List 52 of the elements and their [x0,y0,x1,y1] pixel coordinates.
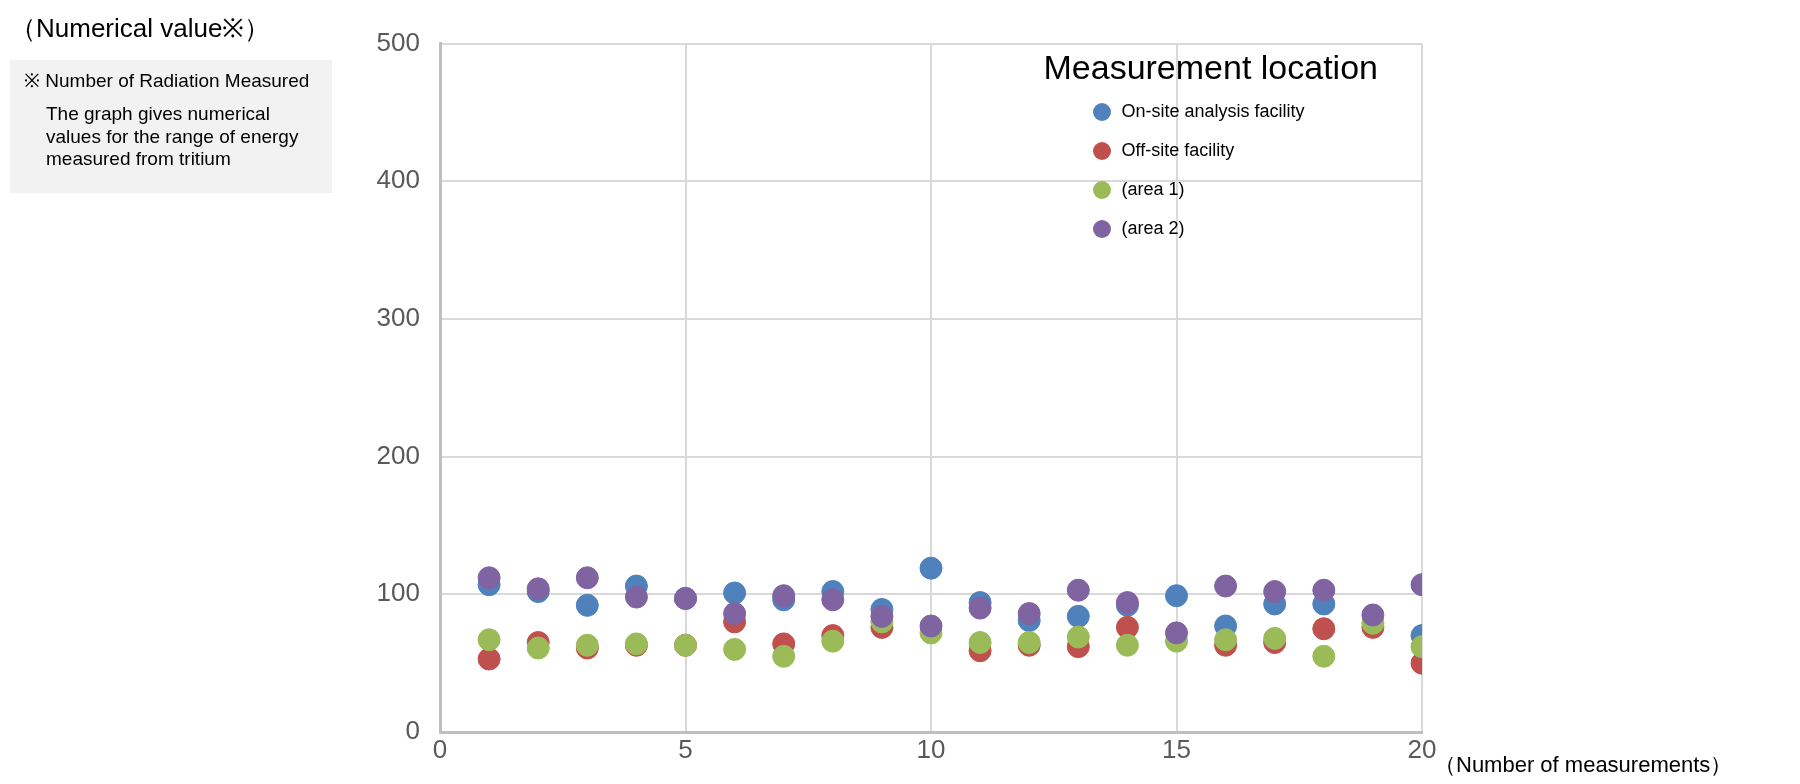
point [1263,626,1287,650]
point [1361,603,1385,627]
point [870,604,894,628]
point [723,602,747,626]
legend-label: (area 1) [1121,179,1185,200]
y-tick-label: 100 [376,577,420,608]
point [1214,574,1238,598]
x-tick-label: 20 [1407,733,1437,764]
point [1165,621,1188,645]
point [477,566,501,590]
point [723,581,747,605]
legend-label: Off-site facility [1121,140,1235,161]
y-tick-label: 300 [376,302,420,333]
point [1066,625,1090,649]
point [1312,617,1336,641]
point [968,596,992,620]
point [624,585,648,609]
legend-title: Measurement location [1043,48,1378,87]
y-tick-label: 400 [376,164,420,195]
y-axis-title: （Numerical value※） [10,13,271,44]
point [919,556,943,580]
point [1115,633,1139,657]
point [821,588,845,612]
point [575,566,599,590]
y-tick-label: 500 [376,26,420,57]
point [1066,578,1090,602]
point [477,628,501,652]
point [477,647,501,671]
point [1066,604,1090,628]
point [1017,602,1041,626]
point [968,631,992,655]
point [821,629,845,653]
text: The graph gives numerical values for the range of energy measured from tritium [45,102,300,172]
x-tick-label: 5 [678,733,693,764]
point [723,637,747,661]
x-axis-title: （Number of measurements） [1434,752,1733,778]
point [1165,584,1188,608]
legend-label: (area 2) [1121,218,1185,239]
point [575,593,599,617]
point [1312,578,1336,602]
point [1312,644,1336,668]
point [1214,628,1238,652]
point [526,636,550,660]
x-tick-label: 15 [1162,733,1191,764]
x-tick-label: 0 [432,733,448,764]
point [1263,580,1287,604]
point [919,614,943,638]
point [772,644,796,668]
x-tick-label: 10 [916,733,946,764]
text: ※ Number of Radiation Measured [24,70,311,93]
y-tick-label: 200 [376,439,420,470]
legend-label: On-site analysis facility [1121,101,1305,122]
